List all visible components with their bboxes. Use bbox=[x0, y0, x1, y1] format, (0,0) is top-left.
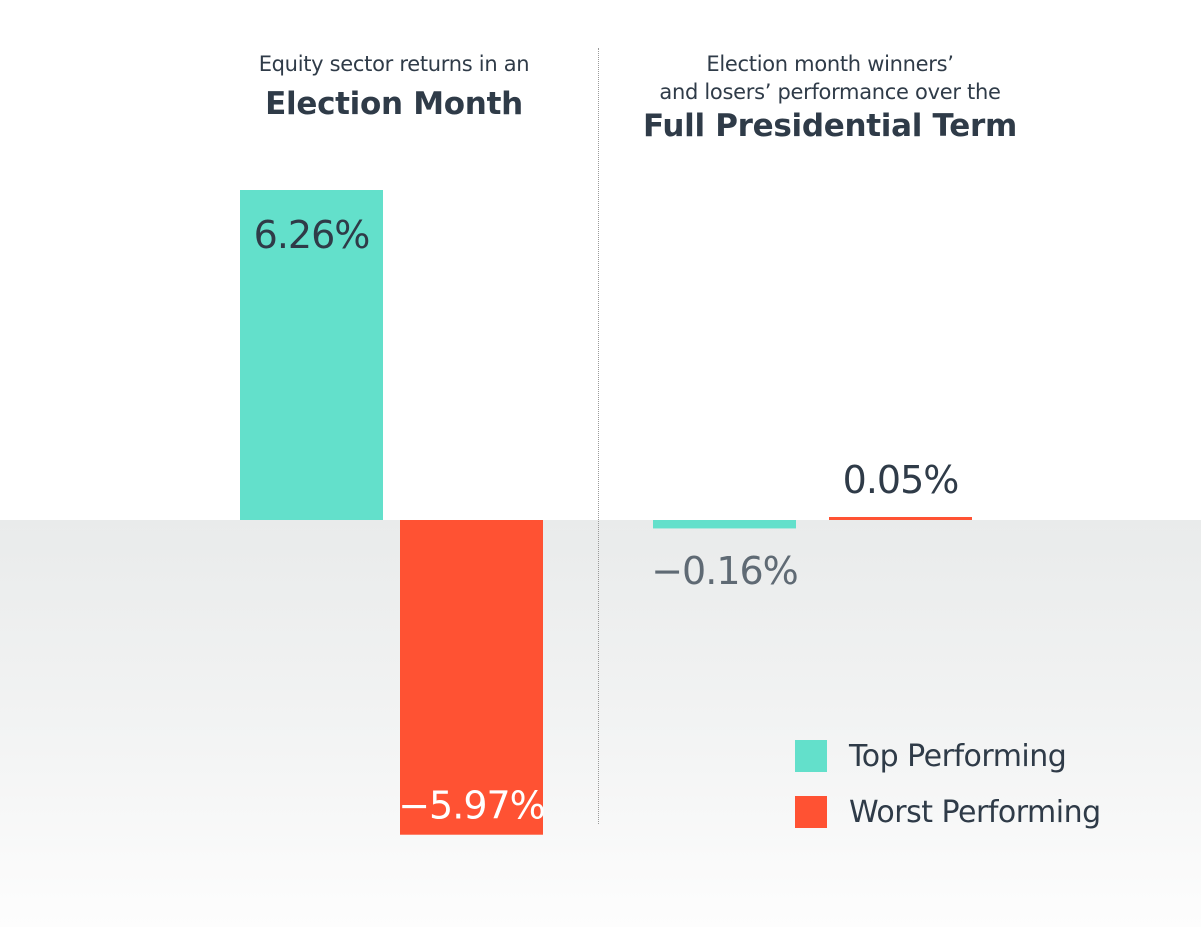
legend-swatch-top bbox=[795, 740, 827, 772]
data-label-election-month-top: 6.26% bbox=[254, 213, 370, 257]
legend-label-top: Top Performing bbox=[849, 738, 1067, 774]
data-label-full-term-worst: 0.05% bbox=[843, 458, 959, 502]
data-label-full-term-top: −0.16% bbox=[651, 549, 798, 593]
left-panel-title: Election Month bbox=[265, 86, 523, 122]
legend-label-worst: Worst Performing bbox=[849, 794, 1101, 830]
bar-election-month-worst bbox=[400, 520, 543, 835]
data-label-election-month-worst: −5.97% bbox=[398, 784, 545, 828]
right-panel-subtitle-line2: and losers’ performance over the bbox=[659, 80, 1001, 104]
legend-item-worst-performing: Worst Performing bbox=[795, 794, 1101, 830]
lower-background-band bbox=[0, 520, 1201, 927]
bar-full-term-worst bbox=[829, 517, 972, 520]
legend: Top Performing Worst Performing bbox=[795, 738, 1101, 852]
legend-item-top-performing: Top Performing bbox=[795, 738, 1101, 774]
left-panel-subtitle: Equity sector returns in an bbox=[258, 52, 530, 76]
panel-divider bbox=[598, 48, 599, 824]
bar-full-term-top bbox=[653, 520, 796, 529]
legend-swatch-worst bbox=[795, 796, 827, 828]
right-panel-subtitle-line1: Election month winners’ bbox=[706, 52, 954, 76]
right-panel-heading: Election month winners’ and losers’ perf… bbox=[640, 50, 1020, 146]
right-panel-title: Full Presidential Term bbox=[643, 108, 1017, 144]
bar-election-month-top bbox=[240, 190, 383, 520]
left-panel-heading: Equity sector returns in an Election Mon… bbox=[244, 50, 544, 124]
